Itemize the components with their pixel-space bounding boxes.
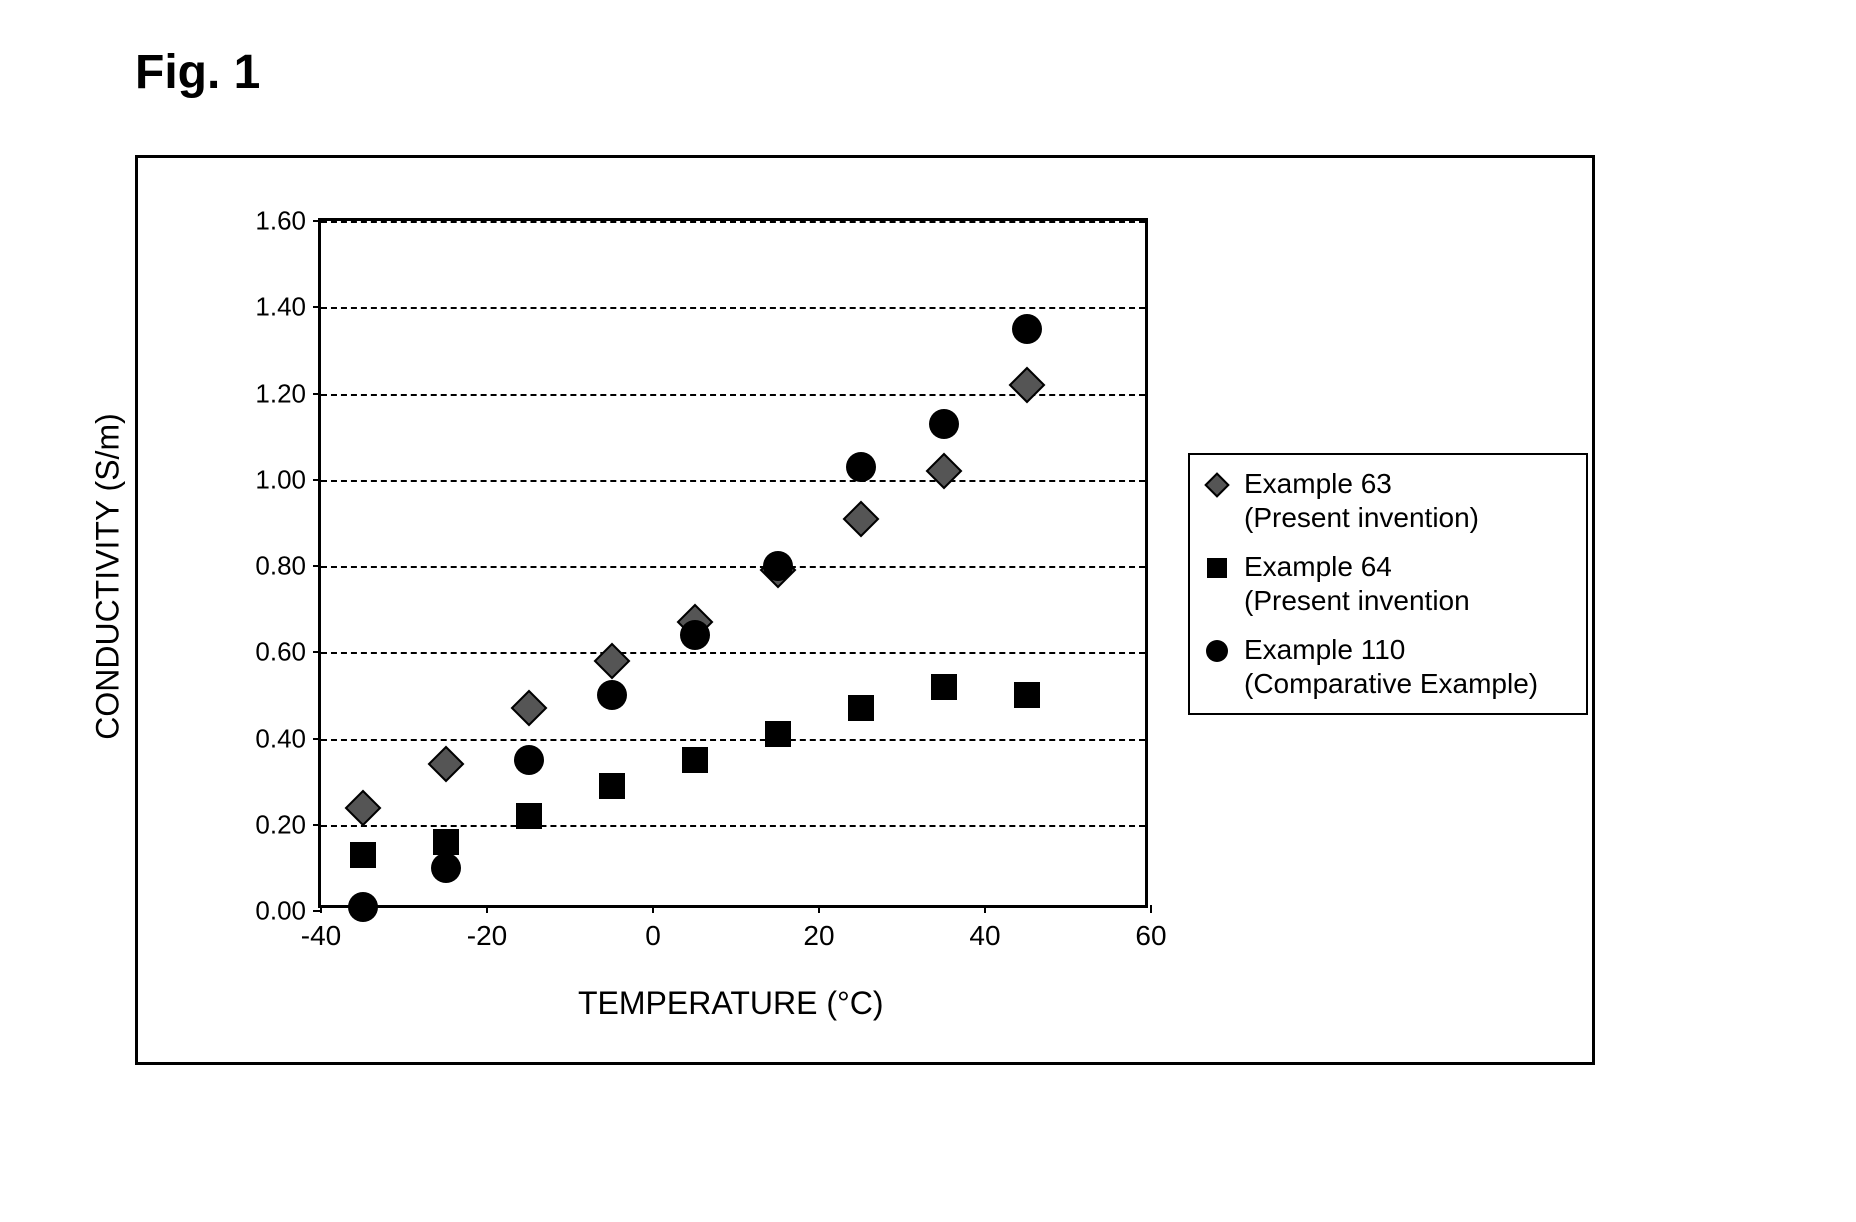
data-point-circle bbox=[763, 551, 793, 581]
data-point-circle bbox=[929, 409, 959, 439]
legend-marker-square-icon bbox=[1204, 555, 1230, 581]
legend-marker-circle-icon bbox=[1204, 638, 1230, 664]
data-point-diamond bbox=[427, 746, 464, 783]
legend-marker-diamond-icon bbox=[1204, 472, 1230, 498]
y-tick-mark bbox=[313, 306, 321, 308]
x-tick-mark bbox=[818, 905, 820, 913]
figure-title: Fig. 1 bbox=[135, 45, 260, 100]
data-point-diamond bbox=[1008, 366, 1045, 403]
chart-plot-area: 0.000.200.400.600.801.001.201.401.60-40-… bbox=[318, 218, 1148, 908]
y-tick-label: 0.00 bbox=[255, 896, 306, 927]
data-point-diamond bbox=[344, 789, 381, 826]
chart-outer-frame: CONDUCTIVITY (S/m) 0.000.200.400.600.801… bbox=[135, 155, 1595, 1065]
legend: Example 63(Present invention) Example 64(… bbox=[1188, 453, 1588, 715]
data-point-circle bbox=[1012, 314, 1042, 344]
y-tick-label: 1.40 bbox=[255, 292, 306, 323]
grid-line bbox=[321, 221, 1145, 223]
x-tick-mark bbox=[652, 905, 654, 913]
y-tick-label: 1.00 bbox=[255, 464, 306, 495]
x-tick-label: -20 bbox=[467, 920, 507, 952]
y-tick-label: 1.60 bbox=[255, 206, 306, 237]
data-point-circle bbox=[597, 680, 627, 710]
data-point-diamond bbox=[842, 500, 879, 537]
x-tick-mark bbox=[984, 905, 986, 913]
grid-line bbox=[321, 307, 1145, 309]
y-tick-mark bbox=[313, 651, 321, 653]
data-point-square bbox=[931, 674, 957, 700]
data-point-square bbox=[682, 747, 708, 773]
data-point-square bbox=[516, 803, 542, 829]
data-point-square bbox=[433, 829, 459, 855]
y-tick-label: 0.40 bbox=[255, 723, 306, 754]
x-tick-label: 20 bbox=[803, 920, 834, 952]
data-point-circle bbox=[680, 620, 710, 650]
x-tick-label: 60 bbox=[1135, 920, 1166, 952]
y-tick-mark bbox=[313, 220, 321, 222]
x-tick-label: -40 bbox=[301, 920, 341, 952]
data-point-diamond bbox=[510, 690, 547, 727]
legend-label: Example 63(Present invention) bbox=[1244, 467, 1479, 534]
data-point-circle bbox=[846, 452, 876, 482]
data-point-square bbox=[848, 695, 874, 721]
grid-line bbox=[321, 480, 1145, 482]
grid-line bbox=[321, 566, 1145, 568]
figure-container: Fig. 1 CONDUCTIVITY (S/m) 0.000.200.400.… bbox=[20, 20, 1856, 1202]
y-tick-label: 0.80 bbox=[255, 551, 306, 582]
x-tick-mark bbox=[1150, 905, 1152, 913]
legend-item: Example 110(Comparative Example) bbox=[1204, 633, 1572, 700]
legend-label: Example 64(Present invention bbox=[1244, 550, 1470, 617]
x-tick-label: 0 bbox=[645, 920, 661, 952]
x-tick-mark bbox=[320, 905, 322, 913]
x-axis-label: TEMPERATURE (°C) bbox=[578, 985, 884, 1022]
legend-item: Example 63(Present invention) bbox=[1204, 467, 1572, 534]
data-point-square bbox=[765, 721, 791, 747]
data-point-square bbox=[350, 842, 376, 868]
y-tick-label: 0.20 bbox=[255, 809, 306, 840]
data-point-circle bbox=[431, 853, 461, 883]
y-tick-mark bbox=[313, 479, 321, 481]
x-tick-label: 40 bbox=[969, 920, 1000, 952]
legend-item: Example 64(Present invention bbox=[1204, 550, 1572, 617]
grid-line bbox=[321, 739, 1145, 741]
y-tick-mark bbox=[313, 824, 321, 826]
grid-line bbox=[321, 652, 1145, 654]
y-tick-label: 0.60 bbox=[255, 637, 306, 668]
y-tick-mark bbox=[313, 565, 321, 567]
data-point-circle bbox=[348, 892, 378, 922]
data-point-diamond bbox=[925, 453, 962, 490]
y-axis-label: CONDUCTIVITY (S/m) bbox=[90, 413, 127, 740]
data-point-diamond bbox=[593, 642, 630, 679]
grid-line bbox=[321, 825, 1145, 827]
y-tick-label: 1.20 bbox=[255, 378, 306, 409]
legend-label: Example 110(Comparative Example) bbox=[1244, 633, 1538, 700]
data-point-square bbox=[1014, 682, 1040, 708]
data-point-circle bbox=[514, 745, 544, 775]
x-tick-mark bbox=[486, 905, 488, 913]
y-tick-mark bbox=[313, 393, 321, 395]
data-point-square bbox=[599, 773, 625, 799]
y-tick-mark bbox=[313, 738, 321, 740]
